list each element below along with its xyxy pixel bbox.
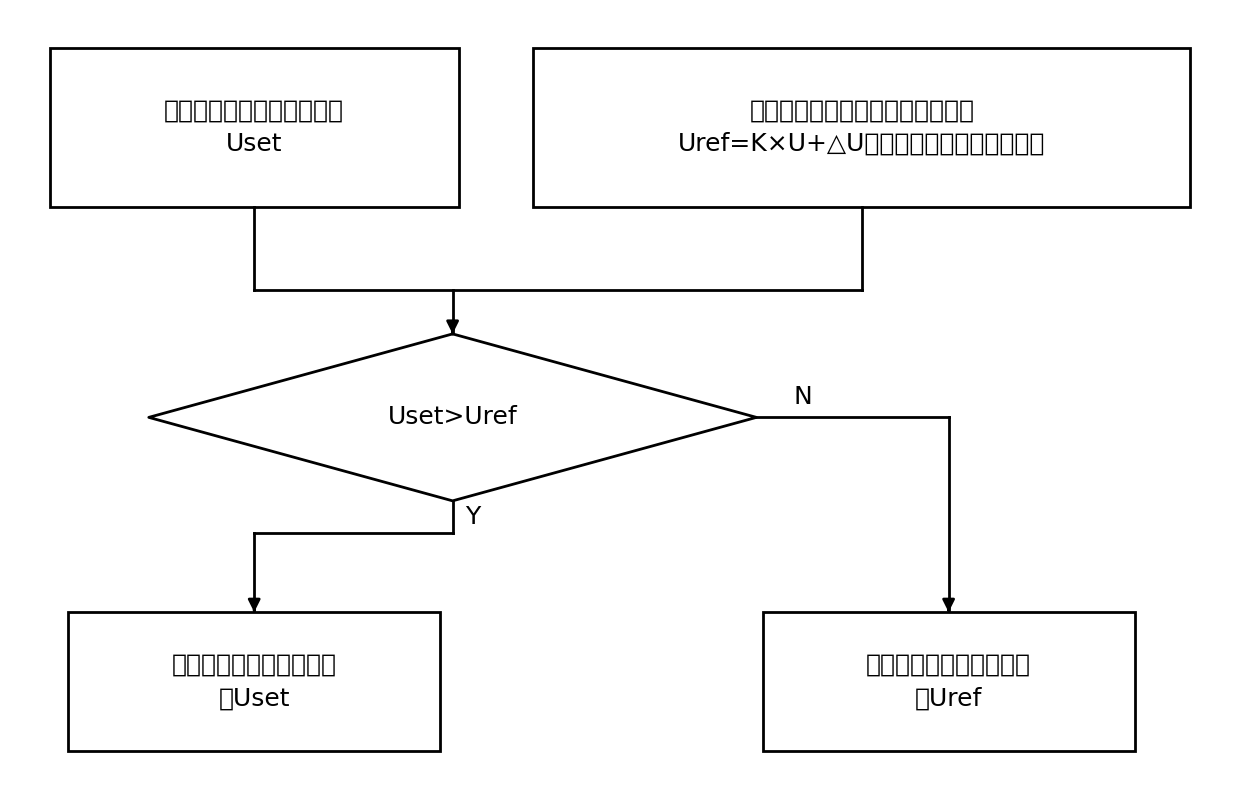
Text: 逆变回馈装置的启动阈值: 逆变回馈装置的启动阈值: [866, 653, 1032, 677]
Text: Y: Y: [465, 505, 480, 529]
FancyBboxPatch shape: [50, 48, 459, 207]
Text: 逆变回馈装置启动阈值电压: 逆变回馈装置启动阈值电压: [164, 99, 345, 122]
Text: 实时监测交流并网点的电压，按照: 实时监测交流并网点的电压，按照: [749, 99, 975, 122]
Text: N: N: [794, 386, 812, 409]
FancyBboxPatch shape: [533, 48, 1190, 207]
Text: Uset>Uref: Uset>Uref: [388, 405, 517, 429]
Text: Uset: Uset: [226, 132, 283, 156]
Text: Uref=K×U+△U折算为直流接触网侧的电压: Uref=K×U+△U折算为直流接触网侧的电压: [678, 132, 1045, 156]
Text: 逆变回馈装置的启动阈值: 逆变回馈装置的启动阈值: [171, 653, 337, 677]
FancyBboxPatch shape: [68, 612, 440, 751]
FancyBboxPatch shape: [763, 612, 1135, 751]
Text: 为Uref: 为Uref: [915, 686, 982, 711]
Text: 为Uset: 为Uset: [218, 686, 290, 711]
